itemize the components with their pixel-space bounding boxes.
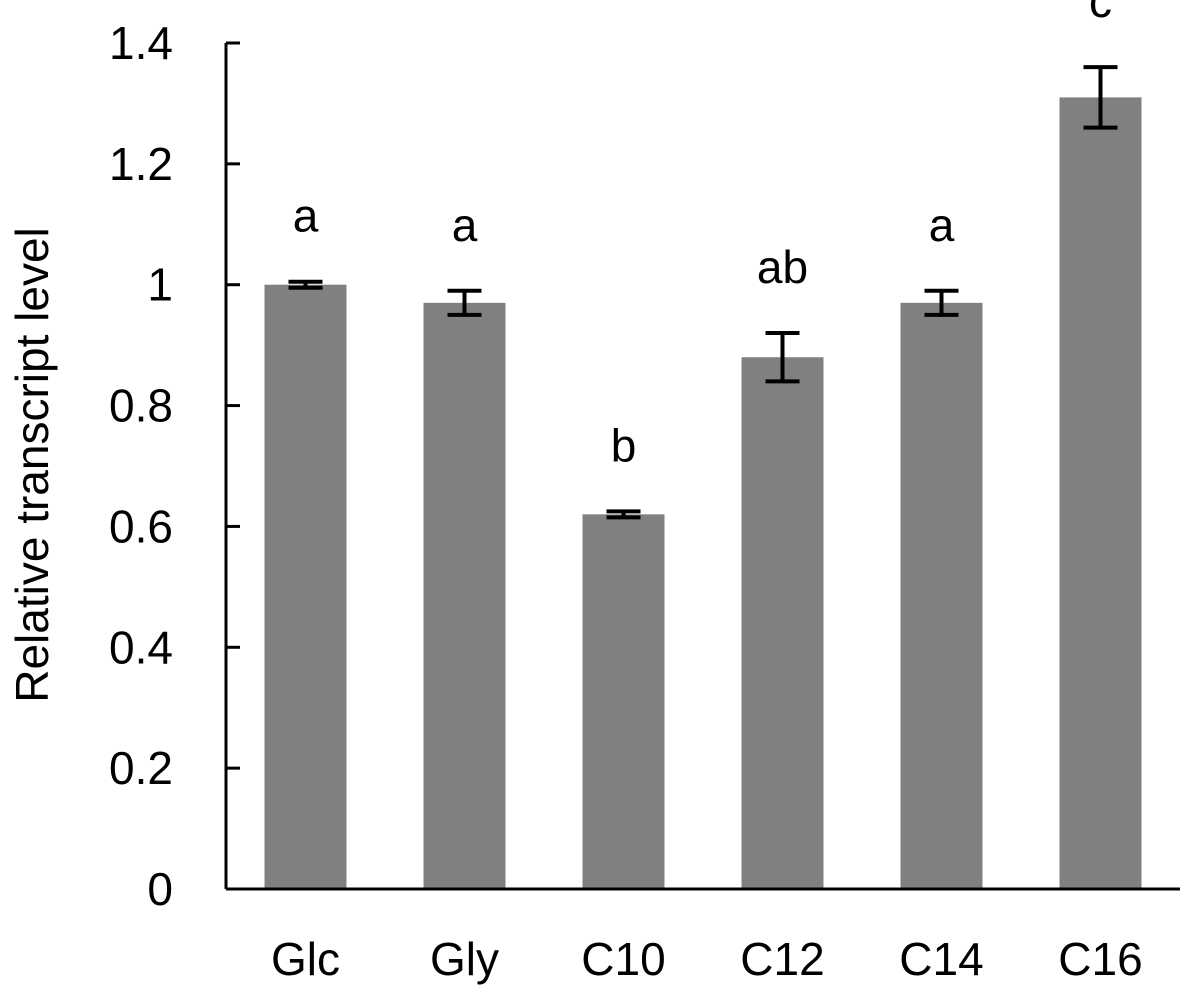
y-tick-label: 0 (147, 863, 173, 915)
error-bar-c12 (765, 331, 800, 384)
y-tick-label: 0.4 (109, 621, 173, 673)
x-tick-label-c12: C12 (740, 933, 824, 985)
significance-label-c12: ab (757, 241, 808, 293)
error-bar-c10 (606, 509, 641, 520)
y-tick-label: 0.8 (109, 380, 173, 432)
y-tick-label: 0.6 (109, 500, 173, 552)
error-bar-c14 (924, 288, 959, 317)
bars-group (264, 97, 1142, 889)
error-bar-gly (447, 288, 482, 317)
significance-label-c10: b (611, 419, 637, 471)
bar-gly (423, 302, 506, 889)
y-tick-label: 0.2 (109, 742, 173, 794)
significance-label-glc: a (293, 190, 319, 242)
error-bar-c16 (1083, 65, 1118, 130)
bar-c10 (582, 514, 665, 889)
significance-label-c14: a (929, 199, 955, 251)
bar-c14 (900, 302, 983, 889)
x-tick-label-c14: C14 (899, 933, 983, 985)
x-axis: Glc Gly C10 C12 C14 C16 (226, 887, 1180, 985)
x-tick-label-c10: C10 (581, 933, 665, 985)
y-tick-label: 1.2 (109, 138, 173, 190)
bar-c16 (1059, 97, 1142, 889)
y-tick-label: 1.4 (109, 17, 173, 69)
bar-glc (264, 284, 347, 889)
significance-label-c16: c (1089, 0, 1112, 27)
y-axis-label: Relative transcript level (6, 227, 58, 703)
error-bar-glc (288, 279, 323, 290)
y-tick-label: 1 (147, 259, 173, 311)
x-tick-label-c16: C16 (1058, 933, 1142, 985)
x-tick-label-gly: Gly (430, 933, 499, 985)
bar-c12 (741, 357, 824, 889)
x-tick-label-glc: Glc (271, 933, 340, 985)
significance-label-gly: a (452, 199, 478, 251)
y-axis-label-group: Relative transcript level (6, 227, 58, 703)
y-axis: 0 0.2 0.4 0.6 0.8 1 1.2 1.4 (109, 17, 240, 915)
error-bars-group (288, 65, 1118, 520)
